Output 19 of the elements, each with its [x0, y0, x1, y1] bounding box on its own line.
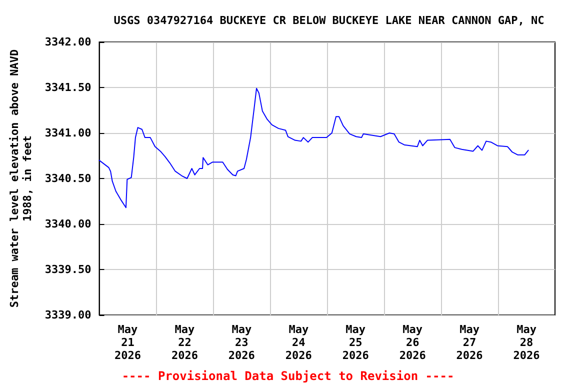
x-tick-label: May 28 2026	[513, 323, 540, 362]
y-tick-label: 3340.00	[44, 218, 92, 230]
y-tick-label: 3339.00	[44, 308, 92, 322]
x-tick-label: May 24 2026	[285, 323, 312, 362]
y-tick-label: 3341.00	[44, 126, 92, 140]
y-axis-title: Stream water level elevation above NAVD 1988, in feet	[8, 48, 34, 308]
x-tick-label: May 27 2026	[456, 323, 484, 362]
line-series	[98, 88, 529, 208]
x-tick-label: May 22 2026	[171, 323, 198, 362]
x-tick-label: May 23 2026	[228, 323, 256, 362]
y-tick-label: 3339.50	[44, 263, 92, 276]
y-tick-label: 3341.50	[44, 81, 92, 94]
x-tick-label: May 26 2026	[399, 323, 426, 362]
x-tick-label: May 25 2026	[342, 323, 370, 362]
chart-title: USGS 0347927164 BUCKEYE CR BELOW BUCKEYE LAKE NEAR CANNON GAP, NC	[114, 14, 544, 27]
text: ---- Provisional Data Subject to Revision ----	[122, 369, 454, 383]
y-tick-label: 3340.50	[44, 172, 92, 185]
y-tick-label: 3342.00	[44, 36, 92, 48]
x-tick-label: May 21 2026	[114, 323, 142, 362]
